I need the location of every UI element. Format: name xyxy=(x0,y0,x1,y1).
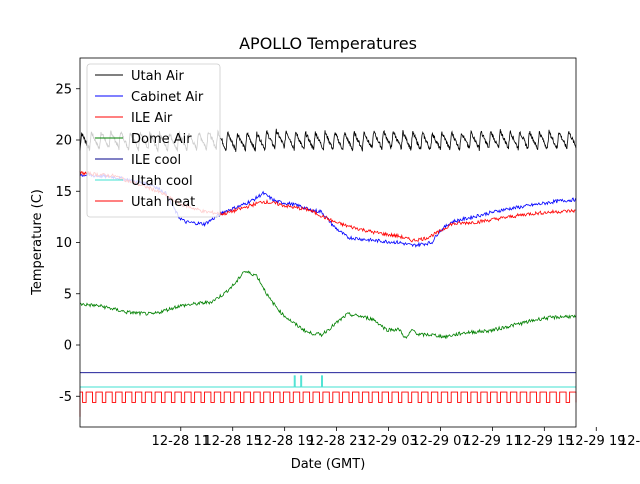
y-tick-label: 5 xyxy=(64,287,72,302)
legend-label-ile-air: ILE Air xyxy=(131,111,173,126)
legend: Utah Air Cabinet Air ILE Air Dome Air ILE co… xyxy=(86,63,221,218)
series-line-utah-cool xyxy=(80,375,576,388)
x-tick-label: 12-28 19 xyxy=(255,434,313,449)
chart-title: APOLLO Temperatures xyxy=(239,34,417,53)
y-axis-label: Temperature (C) xyxy=(30,189,45,296)
y-tick-label: 0 xyxy=(64,339,72,354)
y-tick-label: 20 xyxy=(55,134,72,149)
x-tick-label: 12-29 15 xyxy=(515,434,573,449)
y-tick-label: 15 xyxy=(55,185,72,200)
x-tick-label: 12-28 15 xyxy=(203,434,261,449)
legend-label-utah-heat: Utah heat xyxy=(131,195,195,210)
x-axis-label: Date (GMT) xyxy=(291,457,366,472)
legend-label-dome-air: Dome Air xyxy=(131,132,192,147)
legend-label-cabinet-air: Cabinet Air xyxy=(131,90,204,105)
series-line-dome-air xyxy=(79,270,576,340)
x-tick-label: 12-29 03 xyxy=(359,434,417,449)
legend-label-utah-cool: Utah cool xyxy=(131,174,193,189)
x-tick-label: 12-29 23 xyxy=(619,434,640,449)
series-line-utah-heat xyxy=(79,391,577,417)
legend-box xyxy=(86,63,221,218)
x-tick-label: 12-28 23 xyxy=(307,434,365,449)
legend-label-ile-cool: ILE cool xyxy=(131,153,181,168)
y-tick-label: 25 xyxy=(55,82,72,97)
x-tick-label: 12-29 11 xyxy=(463,434,521,449)
legend-label-utah-air: Utah Air xyxy=(131,69,184,84)
y-tick-label: 10 xyxy=(55,236,72,251)
x-tick-label: 12-29 07 xyxy=(411,434,469,449)
x-tick-label: 12-28 11 xyxy=(152,434,210,449)
y-tick-label: -5 xyxy=(59,390,72,405)
x-tick-label: 12-29 19 xyxy=(567,434,625,449)
